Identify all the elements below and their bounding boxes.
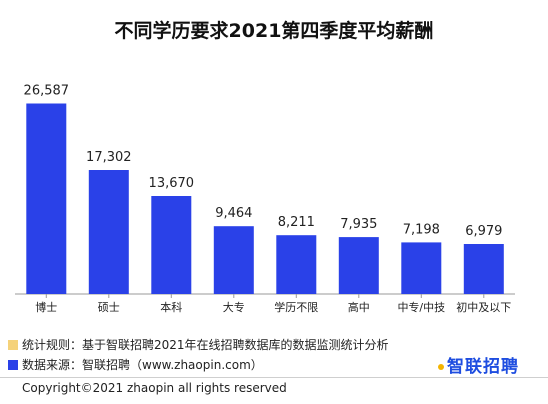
bar [151, 196, 192, 294]
footer-divider [0, 377, 548, 378]
bar [401, 242, 442, 294]
zhaopin-logo: 智联招聘 [438, 352, 519, 377]
x-tick-label: 初中及以下 [456, 300, 511, 314]
x-tick-label: 博士 [35, 301, 57, 314]
data-label: 13,670 [149, 176, 195, 191]
logo-dot-icon [438, 364, 444, 370]
copyright: Copyright©2021 zhaopin all rights reserv… [22, 381, 287, 395]
x-tick-label: 中专/中技 [397, 300, 445, 314]
stat-rule-note: 统计规则：基于智联招聘2021年在线招聘数据库的数据监测统计分析 [8, 336, 389, 353]
bar [463, 244, 504, 294]
x-tick-label: 大专 [223, 300, 245, 314]
data-label: 7,935 [340, 217, 377, 232]
x-tick-label: 学历不限 [274, 300, 318, 314]
bar [338, 237, 379, 294]
bar [276, 235, 317, 294]
logo-text: 智联招聘 [447, 357, 519, 377]
bar [88, 170, 129, 294]
data-label: 7,198 [403, 222, 440, 237]
rule-swatch-icon [8, 340, 18, 350]
stat-rule-text: 统计规则：基于智联招聘2021年在线招聘数据库的数据监测统计分析 [22, 338, 389, 352]
chart-title: 不同学历要求2021第四季度平均薪酬 [114, 20, 434, 42]
bar [213, 226, 254, 294]
data-label: 8,211 [278, 215, 315, 230]
bar [26, 103, 67, 294]
x-tick-label: 本科 [160, 300, 182, 314]
data-label: 26,587 [24, 84, 70, 99]
data-source-note: 数据来源：智联招聘（www.zhaopin.com） [8, 356, 263, 373]
data-source-text: 数据来源：智联招聘（www.zhaopin.com） [22, 358, 263, 372]
data-label: 17,302 [86, 150, 132, 165]
x-tick-label: 高中 [348, 300, 370, 314]
source-swatch-icon [8, 360, 18, 370]
data-label: 9,464 [215, 206, 252, 221]
data-label: 6,979 [465, 224, 502, 239]
x-tick-label: 硕士 [98, 301, 120, 314]
